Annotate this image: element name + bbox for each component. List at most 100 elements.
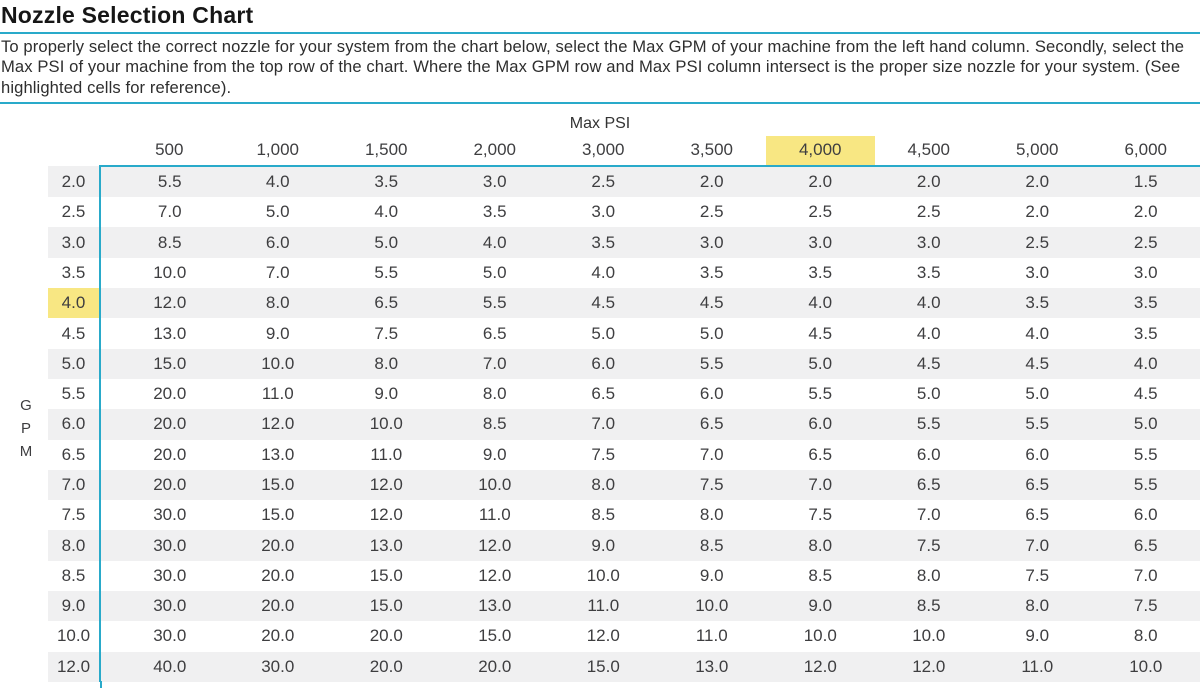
nozzle-value-cell: 20.0	[223, 591, 332, 622]
max-psi-axis-label: Max PSI	[569, 114, 631, 132]
nozzle-value-cell: 10.0	[586, 565, 620, 585]
table-row: 4.0 12.0 8.0 6.5 5.5 4.5 4.5 4.0 4.0 3.5 3.5	[0, 288, 1200, 319]
nozzle-value-cell: 7.0	[265, 262, 290, 282]
nozzle-value-cell: 8.0	[1133, 626, 1158, 646]
gpm-letter-p: P	[20, 420, 31, 437]
nozzle-value-cell: 7.5	[1091, 591, 1200, 622]
nozzle-value-cell: 6.0	[1025, 444, 1050, 464]
nozzle-value-cell: 20.0	[99, 378, 224, 410]
nozzle-value-cell: 3.5	[482, 202, 507, 222]
nozzle-value-cell: 2.0	[1025, 202, 1050, 222]
nozzle-value-cell: 7.0	[440, 348, 549, 379]
table-row: 2.0 5.5 4.0 3.5 3.0 2.5 2.0 2.0 2.0 2.0 1.5	[0, 165, 1200, 198]
nozzle-value-cell: 30.0	[99, 591, 224, 622]
nozzle-value-cell: 3.5	[332, 165, 441, 198]
nozzle-value-cell: 2.0	[983, 165, 1092, 198]
nozzle-value-cell: 5.0	[332, 227, 441, 258]
psi-header-cell: 3,500	[657, 135, 766, 167]
nozzle-value-cell-highlighted: 4.0	[766, 288, 875, 319]
psi-header-cell: 1,000	[223, 135, 332, 167]
nozzle-value-cell: 5.5	[874, 409, 983, 440]
nozzle-value-cell: 7.5	[874, 530, 983, 561]
nozzle-value-cell: 2.5	[1091, 227, 1200, 258]
nozzle-value-cell: 8.5	[99, 227, 224, 258]
nozzle-value-cell: 3.0	[657, 227, 766, 258]
nozzle-value-cell: 9.0	[699, 565, 724, 585]
nozzle-value-cell: 5.5	[983, 409, 1092, 440]
gpm-row-label: 3.5	[61, 262, 86, 282]
gpm-row-label: 8.5	[61, 565, 86, 585]
nozzle-value-cell: 4.0	[1091, 348, 1200, 379]
table-row: 7.0 20.0 15.0 12.0 10.0 8.0 7.5 7.0 6.5 6.5 5.5	[0, 469, 1200, 501]
table-row: 8.5 30.0 20.0 15.0 12.0 10.0 9.0 8.5 8.0 7.5 7.0	[0, 560, 1200, 592]
nozzle-value-cell: 6.5	[482, 323, 507, 343]
nozzle-value-cell: 6.0	[699, 384, 724, 404]
table-row: 6.0 20.0 12.0 10.0 8.5 7.0 6.5 6.0 5.5 5.5 5.0	[0, 409, 1200, 440]
gpm-row-label: 6.0	[0, 409, 100, 440]
nozzle-value-cell: 30.0	[99, 530, 224, 561]
nozzle-value-cell: 8.0	[549, 469, 658, 501]
nozzle-value-cell: 4.0	[223, 165, 332, 198]
nozzle-value-cell: 30.0	[99, 560, 224, 592]
nozzle-value-cell: 3.5	[699, 262, 724, 282]
nozzle-value-cell: 8.0	[766, 530, 875, 561]
nozzle-value-cell: 6.0	[549, 348, 658, 379]
table-row: 3.0 8.5 6.0 5.0 4.0 3.5 3.0 3.0 3.0 2.5 2.5	[0, 227, 1200, 258]
nozzle-value-cell: 4.5	[657, 288, 766, 319]
nozzle-value-cell: 8.5	[808, 565, 833, 585]
nozzle-value-cell: 2.0	[874, 165, 983, 198]
nozzle-value-cell: 5.0	[1025, 384, 1050, 404]
nozzle-value-cell: 6.5	[808, 444, 833, 464]
divider-top	[0, 32, 1200, 34]
nozzle-value-cell: 7.0	[1133, 565, 1158, 585]
gpm-row-label: 4.5	[61, 323, 86, 343]
nozzle-selection-table: 500 1,000 1,500 2,000 3,000 3,500 4,000 4,500 5,…	[0, 135, 1200, 682]
nozzle-value-cell: 20.0	[223, 530, 332, 561]
nozzle-value-cell: 12.0	[332, 469, 441, 501]
nozzle-value-cell: 15.0	[261, 505, 295, 525]
nozzle-value-cell: 8.0	[223, 288, 332, 319]
left-rule-tail	[100, 681, 102, 688]
nozzle-value-cell: 5.5	[657, 348, 766, 379]
nozzle-value-cell: 6.5	[983, 469, 1092, 501]
nozzle-value-cell: 11.0	[549, 591, 658, 622]
table-row: 12.0 40.0 30.0 20.0 20.0 15.0 13.0 12.0 12.0 11.0…	[0, 651, 1200, 682]
nozzle-value-cell: 8.0	[332, 348, 441, 379]
nozzle-value-cell: 10.0	[912, 626, 946, 646]
nozzle-value-cell: 7.0	[549, 409, 658, 440]
psi-header-cell: 4,500	[874, 135, 983, 167]
nozzle-value-cell: 6.5	[874, 469, 983, 501]
table-row: 2.5 7.0 5.0 4.0 3.5 3.0 2.5 2.5 2.5 2.0 2.0	[0, 197, 1200, 228]
nozzle-value-cell: 6.0	[916, 444, 941, 464]
nozzle-value-cell: 2.5	[808, 202, 833, 222]
nozzle-value-cell: 8.5	[657, 530, 766, 561]
nozzle-value-cell: 5.5	[1133, 444, 1158, 464]
table-row: 5.5 20.0 11.0 9.0 8.0 6.5 6.0 5.5 5.0 5.0 4.5	[0, 378, 1200, 410]
table-row: 3.5 10.0 7.0 5.5 5.0 4.0 3.5 3.5 3.5 3.0 3.0	[0, 257, 1200, 289]
nozzle-value-cell: 4.5	[983, 348, 1092, 379]
nozzle-value-cell: 3.5	[916, 262, 941, 282]
nozzle-value-cell: 5.0	[1091, 409, 1200, 440]
nozzle-value-cell: 6.5	[1025, 505, 1050, 525]
gpm-row-label: 5.5	[61, 384, 86, 404]
table-row: 9.0 30.0 20.0 15.0 13.0 11.0 10.0 9.0 8.5 8.0 7.5	[0, 591, 1200, 622]
nozzle-value-cell: 4.5	[808, 323, 833, 343]
gpm-row-label: 5.0	[0, 348, 100, 379]
table-row: 6.5 20.0 13.0 11.0 9.0 7.5 7.0 6.5 6.0 6.0 5.5	[0, 439, 1200, 470]
psi-header-cell: 6,000	[1091, 135, 1200, 167]
nozzle-value-cell: 9.0	[265, 323, 290, 343]
nozzle-value-cell: 10.0	[223, 348, 332, 379]
table-row: 7.5 30.0 15.0 12.0 11.0 8.5 8.0 7.5 7.0 6.5 6.0	[0, 500, 1200, 531]
psi-header-cell: 5,000	[983, 135, 1092, 167]
nozzle-value-cell: 8.0	[482, 384, 507, 404]
nozzle-value-cell: 15.0	[549, 651, 658, 682]
nozzle-value-cell: 15.0	[223, 469, 332, 501]
nozzle-value-cell: 20.0	[99, 469, 224, 501]
nozzle-value-cell: 3.0	[874, 227, 983, 258]
table-row: 8.0 30.0 20.0 13.0 12.0 9.0 8.5 8.0 7.5 7.0 6.5	[0, 530, 1200, 561]
nozzle-value-cell: 12.0	[369, 505, 403, 525]
nozzle-value-cell: 12.0	[766, 651, 875, 682]
nozzle-value-cell: 7.0	[983, 530, 1092, 561]
nozzle-value-cell: 13.0	[261, 444, 295, 464]
